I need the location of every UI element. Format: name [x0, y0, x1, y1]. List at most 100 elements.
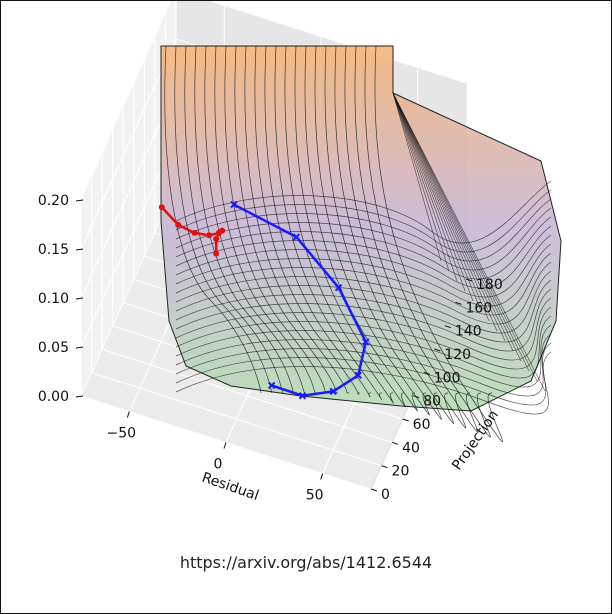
y-tick-label: 180: [476, 277, 503, 293]
z-tick-mark: [75, 395, 84, 398]
blue-trajectory-marker: [267, 381, 276, 390]
y-tick-mark: [413, 395, 420, 399]
loss-surface: [160, 45, 562, 443]
y-tick-mark: [423, 371, 430, 375]
surface-mesh-line: [194, 45, 295, 394]
y-tick-mark: [391, 441, 399, 445]
y-tick-label: 40: [402, 440, 420, 456]
surface-mesh-line: [175, 315, 552, 379]
x-tick-mark: [320, 473, 324, 480]
blue-trajectory-marker: [362, 338, 370, 346]
red-trajectory-marker: [205, 232, 212, 239]
surface-mesh-line: [224, 45, 328, 394]
x-tick-label: 0: [214, 457, 223, 473]
y-tick-mark: [455, 301, 462, 305]
x-tick-mark: [223, 442, 227, 449]
surface-mesh-line: [175, 351, 552, 415]
source-caption: https://arxiv.org/abs/1412.6544: [179, 553, 433, 572]
red-trajectory-marker: [191, 229, 198, 236]
blue-trajectory-marker: [298, 392, 307, 400]
y-tick-label: 160: [465, 300, 492, 316]
x-tick-mark: [126, 411, 130, 418]
surface-mesh-line: [392, 92, 482, 312]
red-trajectory-marker: [213, 235, 220, 242]
surface-mesh-line: [392, 92, 490, 322]
wall-grid-line: [80, 1, 172, 201]
surface-mesh-line: [184, 45, 284, 394]
surface-mesh-line: [175, 297, 552, 361]
surface-mesh-line: [392, 92, 474, 302]
surface-mesh-line: [392, 92, 450, 272]
x-tick-label: −50: [107, 426, 137, 442]
surface-mesh-line: [284, 45, 394, 404]
surface-mesh-line: [174, 45, 273, 394]
z-tick-mark: [75, 297, 84, 300]
surface-mesh-line: [304, 45, 418, 412]
surface-mesh-line: [175, 243, 552, 307]
surface-mesh-line: [175, 261, 552, 325]
surface-mesh-line: [274, 45, 383, 401]
surface-mesh-line: [175, 234, 552, 298]
surface-mesh-line: [175, 216, 552, 280]
z-tick-label: 0.15: [38, 242, 69, 258]
blue-trajectory: [230, 200, 370, 400]
surface-mesh-line: [175, 270, 552, 334]
surface-mesh-line: [204, 45, 306, 394]
surface-mesh-line: [294, 45, 406, 408]
blue-trajectory-line: [233, 203, 368, 397]
surface-mesh-line: [175, 306, 552, 370]
surface-mesh-line: [334, 45, 455, 424]
blue-trajectory-marker: [354, 371, 362, 380]
y-tick-label: 60: [413, 417, 431, 433]
surface-mesh-line: [254, 45, 361, 395]
y-tick-mark: [370, 488, 378, 492]
red-trajectory: [158, 204, 226, 257]
surface-mesh-line: [244, 45, 350, 394]
surface-mesh-line: [392, 92, 442, 262]
z-tick-mark: [75, 346, 84, 349]
y-tick-mark: [434, 348, 441, 352]
surface-mesh-line: [392, 92, 538, 382]
surface-mesh-line: [354, 45, 479, 433]
red-trajectory-marker: [213, 250, 220, 257]
blue-trajectory-marker: [292, 233, 301, 241]
x-tick-label: 50: [306, 488, 324, 504]
y-tick-label: 140: [455, 324, 482, 340]
surface-mesh-line: [175, 324, 552, 388]
wall-grid-line: [208, 1, 467, 84]
surface-mesh-line: [175, 180, 552, 244]
z-tick-label: 0.00: [38, 389, 69, 405]
y-tick-label: 0: [381, 487, 390, 503]
red-trajectory-marker: [216, 229, 222, 236]
z-tick-label: 0.20: [38, 193, 69, 209]
wall-grid-line: [80, 185, 177, 397]
wall-grid-line: [80, 136, 177, 348]
y-tick-label: 120: [444, 347, 471, 363]
surface-mesh-line: [392, 92, 546, 392]
surface-mesh-line: [175, 207, 552, 271]
surface-mesh-line: [392, 92, 522, 362]
surface-mesh-line: [264, 45, 372, 398]
y-tick-mark: [402, 418, 409, 422]
y-tick-mark: [465, 278, 473, 282]
surface-mesh-line: [392, 92, 506, 342]
blue-trajectory-marker: [334, 283, 343, 292]
surface-mesh-line: [392, 92, 466, 292]
wall-grid-line: [80, 87, 177, 299]
blue-trajectory-marker: [230, 200, 238, 209]
surface-mesh-line: [175, 189, 552, 253]
surface-mesh-line: [344, 45, 467, 429]
red-trajectory-marker: [158, 204, 165, 211]
surface-mesh-line: [214, 45, 317, 394]
z-tick-mark: [75, 248, 84, 251]
wall-grid-line: [80, 38, 177, 250]
z-tick-mark: [75, 199, 84, 202]
y-tick-label: 80: [423, 394, 441, 410]
z-tick-label: 0.10: [38, 291, 69, 307]
y-tick-label: 100: [434, 370, 461, 386]
surface-mesh-line: [324, 45, 442, 420]
surface-mesh-line: [175, 225, 552, 289]
